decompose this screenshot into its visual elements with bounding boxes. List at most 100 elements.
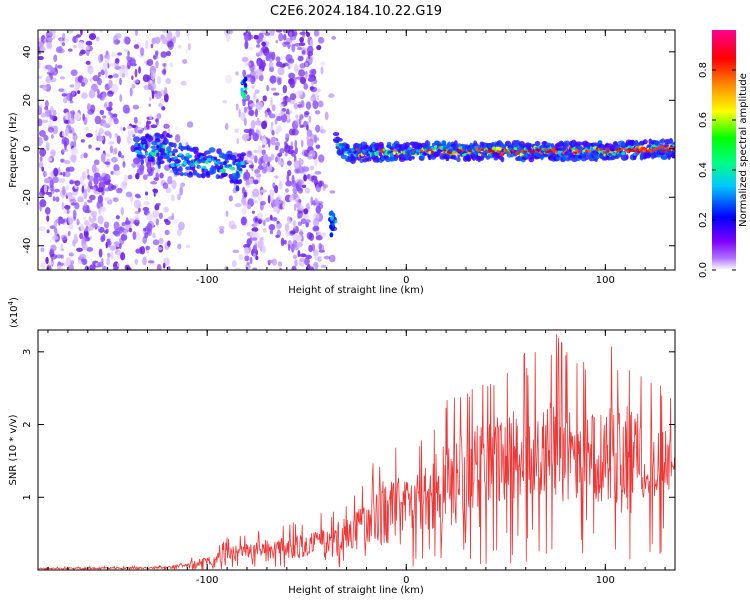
spectrogram-noise-cell xyxy=(305,62,309,67)
snr-x-ticks: -100 0 100 xyxy=(47,330,666,586)
spectrogram-noise-cell xyxy=(297,210,303,219)
spectrogram-noise-cell xyxy=(285,180,293,187)
spectrogram-noise-cell xyxy=(225,34,231,42)
spectrogram-ridge-peak xyxy=(661,149,666,153)
spectrogram-noise-cell xyxy=(146,212,153,222)
spectrogram-noise-cell xyxy=(296,205,301,211)
spectrogram-ridge-cell xyxy=(146,135,154,142)
spectrogram-noise-cell xyxy=(288,72,296,79)
spectrogram-noise-cell xyxy=(309,134,316,143)
spectrogram-noise-cell xyxy=(248,109,255,117)
spectrogram-noise-cell xyxy=(62,97,68,104)
spectrogram-ridge-cell xyxy=(642,139,648,145)
spectrogram-noise-cell xyxy=(255,68,263,77)
spectrogram-ridge-cell xyxy=(240,164,247,169)
spectrogram-noise-cell xyxy=(46,215,50,222)
spectrogram-noise-cell xyxy=(152,239,160,246)
spectrogram-noise-cell xyxy=(44,207,51,215)
spectrogram-noise-cell xyxy=(254,108,258,118)
spectrogram-noise-cell xyxy=(234,128,240,133)
spectrogram-noise-cell xyxy=(249,103,256,108)
spectrogram-noise-cell xyxy=(152,212,157,222)
spectrogram-feature-cell xyxy=(237,165,241,170)
spectrogram-ridge-cell xyxy=(441,140,446,146)
spectrogram-feature-cell xyxy=(158,144,162,149)
snr-series-line xyxy=(38,334,675,570)
spectrogram-noise-cell xyxy=(180,81,187,86)
y-tick-label: 3 xyxy=(22,349,33,355)
spectrogram-noise-cell xyxy=(300,100,305,108)
spectrogram-noise-cell xyxy=(243,171,251,180)
spectrogram-noise-cell xyxy=(55,196,60,202)
spectrogram-noise-cell xyxy=(282,33,287,41)
spectrogram-noise-cell xyxy=(293,103,299,110)
spectrogram-ridge-cell xyxy=(634,139,639,144)
spectrogram-noise-cell xyxy=(52,176,59,184)
spectrogram-ridge-cell xyxy=(215,165,220,169)
spectrogram-noise-cell xyxy=(55,254,63,259)
spectrogram-noise-cell xyxy=(257,219,262,224)
spectrogram-noise-cell xyxy=(135,172,140,180)
spectrogram-ridge-cell xyxy=(525,144,533,148)
spectrogram-noise-cell xyxy=(317,100,324,108)
spectrogram-noise-cell xyxy=(97,261,104,268)
spectrogram-noise-cell xyxy=(169,62,173,68)
spectrogram-noise-cell xyxy=(93,172,101,178)
spectrogram-noise-cell xyxy=(98,248,103,258)
spectrogram-noise-cell xyxy=(121,180,127,190)
spectrogram-noise-cell xyxy=(133,157,140,165)
spectrogram-noise-cell xyxy=(296,234,302,242)
spectrogram-noise-cell xyxy=(186,30,190,37)
spectrogram-noise-cell xyxy=(92,163,97,174)
spectrogram-noise-cell xyxy=(242,69,246,78)
spectrogram-noise-cell xyxy=(328,254,336,263)
spectrogram-noise-cell xyxy=(276,30,282,33)
spectrogram-noise-cell xyxy=(224,266,229,270)
spectrogram-noise-cell xyxy=(73,140,77,148)
spectrogram-ridge-cell xyxy=(200,172,207,178)
spectrogram-noise-cell xyxy=(294,139,298,149)
spectrogram-noise-cell xyxy=(162,262,166,269)
spectrogram-noise-cell xyxy=(86,205,90,214)
spectrogram-noise-cell xyxy=(299,258,306,262)
spectrogram-feature-cell xyxy=(328,211,333,217)
spectrogram-noise-cell xyxy=(300,218,307,225)
spectrogram-noise-cell xyxy=(138,66,141,74)
spectrogram-noise-cell xyxy=(226,30,233,35)
spectrogram-noise-cell xyxy=(318,242,322,251)
spectrogram-noise-cell xyxy=(80,258,86,263)
spectrogram-noise-cell xyxy=(167,266,171,270)
spectrogram-noise-cell xyxy=(261,144,266,148)
spectrogram-noise-cell xyxy=(156,246,163,251)
spectrogram-noise-cell xyxy=(106,130,110,134)
spectrogram-noise-cell xyxy=(276,61,283,67)
spectrogram-ridge-cell xyxy=(580,153,586,158)
spectrogram-noise-cell xyxy=(38,226,46,232)
spectrogram-ridge-cell xyxy=(337,137,343,142)
spectrogram-noise-cell xyxy=(270,97,273,107)
spectrogram-noise-cell xyxy=(241,206,247,215)
spectrogram-noise-cell xyxy=(53,227,58,234)
spectrogram-ridge-peak xyxy=(626,150,630,153)
spectrogram-noise-cell xyxy=(306,219,311,223)
spectrogram-noise-cell xyxy=(299,253,307,258)
spectrogram-ridge-cell xyxy=(166,146,172,152)
spectrogram-noise-cell xyxy=(98,181,106,190)
spectrogram-noise-cell xyxy=(100,153,106,163)
spectrogram-noise-cell xyxy=(247,62,252,67)
spectrogram-noise-cell xyxy=(127,266,132,270)
spectrogram-noise-cell xyxy=(259,237,264,241)
spectrogram-noise-cell xyxy=(150,180,158,185)
spectrogram-noise-cell xyxy=(277,67,285,76)
spectrogram-noise-cell xyxy=(171,179,177,190)
spectrogram-noise-cell xyxy=(288,62,294,68)
spectrogram-noise-cell xyxy=(285,230,289,237)
spectrogram-noise-cell xyxy=(314,171,322,175)
spectrogram-noise-cell xyxy=(98,175,103,182)
spectrogram-ridge-peak xyxy=(599,148,603,151)
spectrogram-noise-cell xyxy=(80,49,86,55)
spectrogram-ridge-cell xyxy=(500,156,505,163)
spectrogram-noise-cell xyxy=(305,221,309,228)
spectrogram-noise-cell xyxy=(174,126,179,130)
spectrogram-noise-cell xyxy=(312,249,319,257)
